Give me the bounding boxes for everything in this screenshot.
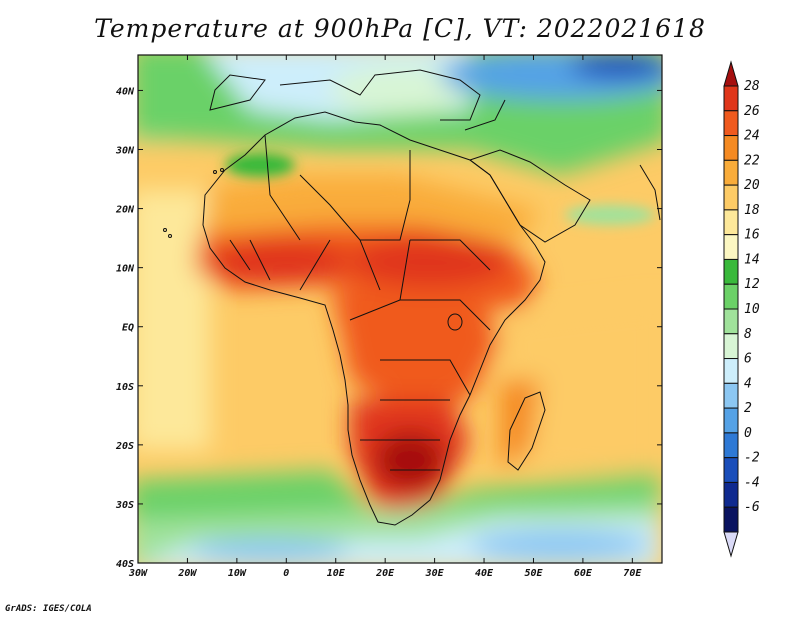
colorbar-swatch [723,209,739,236]
colorbar-swatch [723,308,739,335]
x-tick-label: 30E [425,568,445,579]
y-tick-label: 10S [116,382,134,393]
colorbar-level-label: 2 [744,401,752,416]
x-axis: 30W 20W 10W 0 10E 20E 30E 40E 50E 60E 70E [128,55,642,579]
x-tick-label: 0 [283,568,289,579]
colorbar-bottom-arrow [723,531,739,558]
colorbar-level-label: -2 [744,451,760,466]
credit-text: GrADS: IGES/COLA [5,604,92,614]
colorbar-level-label: 18 [744,203,760,218]
y-tick-label: 40N [116,86,135,97]
colorbar-swatch [723,333,739,360]
x-tick-label: 70E [623,568,642,579]
colorbar-swatch [723,407,739,434]
x-tick-label: 10W [228,568,247,579]
colorbar-level-label: 24 [744,129,760,144]
x-tick-label: 10E [327,568,346,579]
y-tick-label: 30N [115,146,135,157]
x-tick-label: 60E [574,568,593,579]
colorbar-swatch [723,432,739,459]
y-tick-label: 20S [115,441,134,452]
y-tick-label: EQ [122,323,134,334]
colorbar-top-arrow [723,60,739,87]
colorbar-level-label: 20 [744,178,760,193]
colorbar-level-label: 16 [744,228,760,243]
colorbar-level-label: 10 [744,302,760,317]
map-frame [137,54,663,564]
colorbar-swatch [723,110,739,137]
colorbar-level-label: -4 [744,475,760,490]
colorbar-level-label: 14 [744,252,760,267]
colorbar-swatch [723,184,739,211]
colorbar-level-label: 22 [744,153,760,168]
y-tick-label: 20N [115,205,135,216]
colorbar-level-label: 28 [744,79,760,94]
colorbar-level-label: -6 [744,500,760,515]
y-tick-label: 40S [116,559,134,570]
x-tick-label: 40E [475,568,494,579]
colorbar-swatch [723,135,739,161]
colorbar-swatch [723,382,739,409]
colorbar-swatch [723,358,739,384]
colorbar-swatch [723,457,739,483]
colorbar-swatch [723,506,739,533]
x-tick-label: 20E [375,568,395,579]
x-tick-label: 30W [128,568,148,579]
colorbar-swatch [723,159,739,186]
colorbar-swatch [723,283,739,310]
colorbar-level-label: 6 [744,352,752,367]
x-tick-label: 50E [524,568,543,579]
y-tick-label: 10N [116,264,135,275]
colorbar-swatch [723,258,739,285]
colorbar-swatch [723,234,739,260]
colorbar-swatch [723,481,739,508]
coastline-outlines [163,69,661,526]
y-axis: 40N 30N 20N 10N EQ 10S 20S 30S 40S [115,86,662,570]
colorbar-swatch [723,85,739,112]
colorbar-level-label: 8 [744,327,752,342]
colorbar-level-label: 26 [744,104,760,119]
temperature-field [138,55,662,563]
map-title: Temperature at 900hPa [C], VT: 202202161… [94,14,706,43]
colorbar-level-label: 4 [744,376,752,391]
colorbar-level-label: 12 [744,277,760,292]
x-tick-label: 20W [177,568,197,579]
colorbar-level-label: 0 [744,426,752,441]
y-tick-label: 30S [115,500,134,511]
